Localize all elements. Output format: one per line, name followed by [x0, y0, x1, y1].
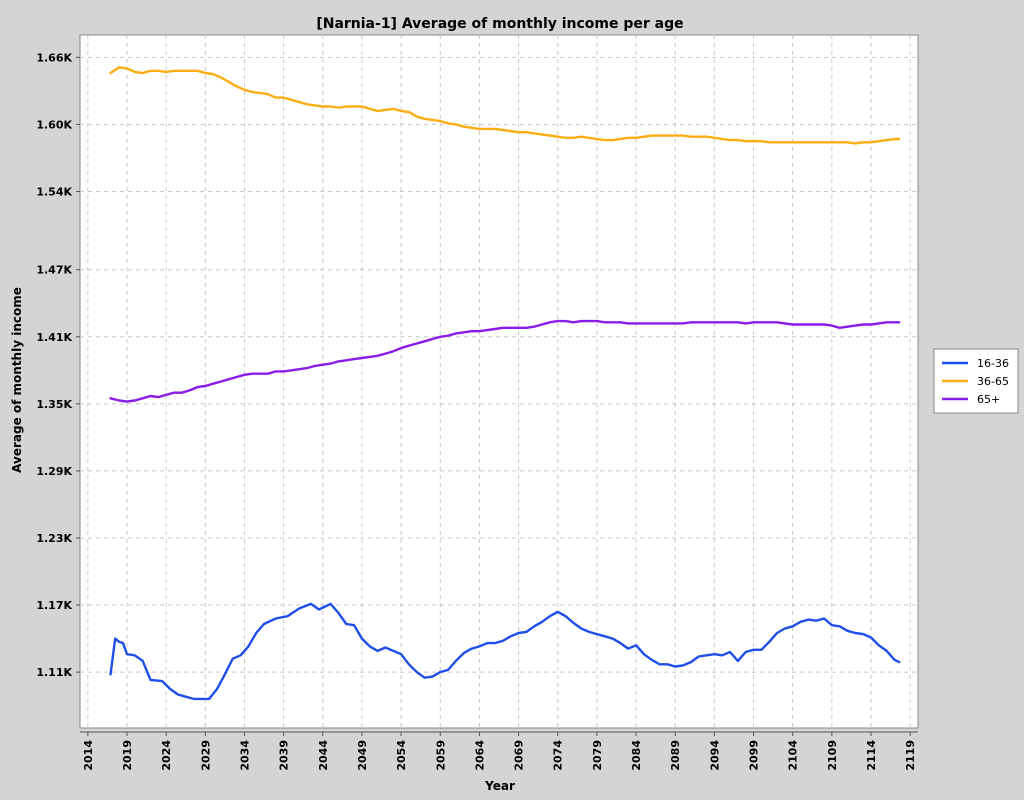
x-tick-label: 2034 — [238, 740, 251, 771]
x-tick-label: 2099 — [748, 740, 761, 771]
x-tick-label: 2119 — [904, 740, 917, 771]
legend-items: 16-36 36-65 65+ — [942, 357, 1009, 406]
series-line-36-65 — [109, 66, 901, 145]
y-tick-label: 1.35K — [36, 398, 72, 411]
y-tick-label: 1.47K — [36, 264, 72, 277]
gridlines — [80, 35, 918, 728]
y-axis-label: Average of monthly income — [10, 287, 24, 473]
x-tick-label: 2069 — [513, 740, 526, 771]
y-tick-label: 1.17K — [36, 599, 72, 612]
legend-label: 65+ — [977, 393, 1000, 406]
series-line-65+ — [109, 319, 901, 403]
legend-label: 16-36 — [977, 357, 1009, 370]
x-tick-label: 2024 — [160, 740, 173, 771]
legend-label: 36-65 — [977, 375, 1009, 388]
x-tick-label: 2104 — [787, 740, 800, 771]
y-tick-label: 1.41K — [36, 331, 72, 344]
x-tick-label: 2074 — [552, 740, 565, 771]
y-tick-label: 1.66K — [36, 51, 72, 64]
y-tick-label: 1.23K — [36, 532, 72, 545]
x-tick-label: 2079 — [591, 740, 604, 771]
x-tick-label: 2084 — [630, 740, 643, 771]
x-tick-label: 2114 — [865, 740, 878, 771]
x-tick-label: 2064 — [473, 740, 486, 771]
x-tick-label: 2054 — [395, 740, 408, 771]
x-tick-label: 2109 — [826, 740, 839, 771]
x-tick-label: 2014 — [82, 740, 95, 771]
chart-title: [Narnia-1] Average of monthly income per… — [316, 16, 683, 32]
x-axis-ticks: 2014 2019 2024 2029 2034 2039 2044 2049 2054 2059… — [82, 732, 917, 771]
x-tick-label: 2094 — [708, 740, 721, 771]
y-tick-label: 1.60K — [36, 118, 72, 131]
y-axis-ticks: 1.11K 1.17K 1.23K 1.29K 1.35K 1.41K 1.47K 1.54K… — [36, 51, 80, 679]
x-tick-label: 2089 — [669, 740, 682, 771]
x-tick-label: 2029 — [199, 740, 212, 771]
legend: 16-36 36-65 65+ — [933, 348, 1019, 414]
x-tick-label: 2019 — [121, 740, 134, 771]
x-tick-label: 2059 — [434, 740, 447, 771]
y-tick-label: 1.29K — [36, 465, 72, 478]
y-tick-label: 1.11K — [36, 666, 72, 679]
x-tick-label: 2049 — [356, 740, 369, 771]
series-line-16-36 — [109, 602, 901, 701]
x-tick-label: 2044 — [317, 740, 330, 771]
x-tick-label: 2039 — [278, 740, 291, 771]
series-lines — [109, 66, 901, 701]
y-tick-label: 1.54K — [36, 185, 72, 198]
x-axis-label: Year — [484, 779, 515, 793]
